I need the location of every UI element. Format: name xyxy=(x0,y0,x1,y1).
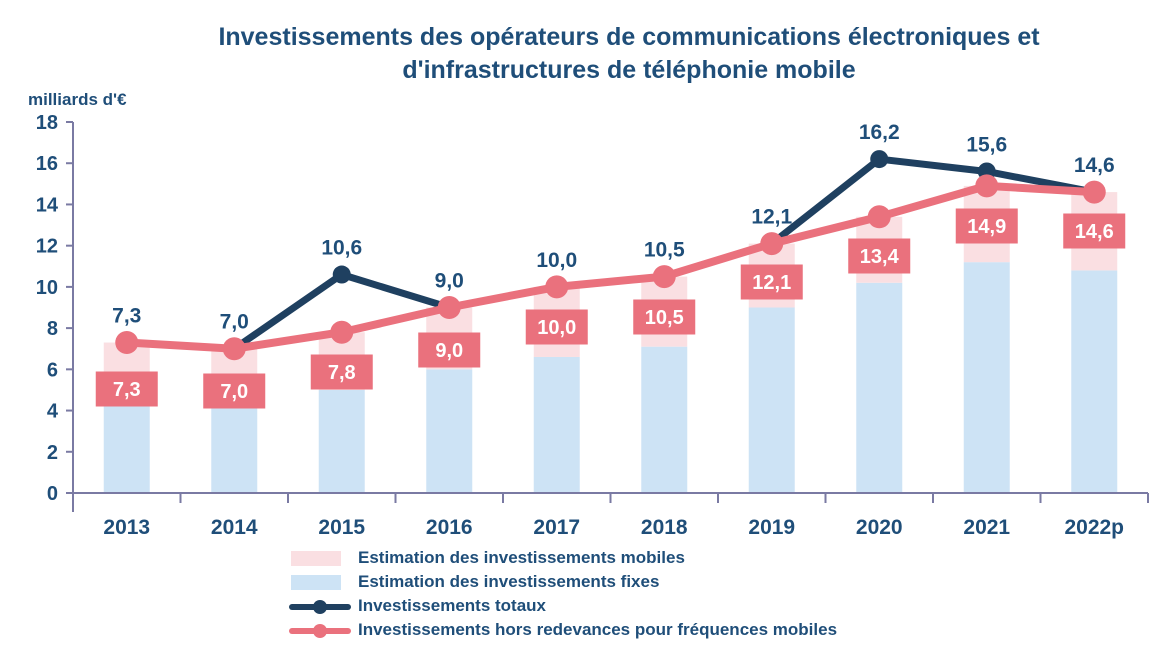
chart-title: Investissements des opérateurs de commun… xyxy=(218,23,1040,84)
bar-value-box-2013 xyxy=(95,371,158,407)
hors-redevances-marker-2014 xyxy=(222,337,246,361)
x-category-label-2022p: 2022p xyxy=(1064,516,1124,539)
legend-label-0: Estimation des investissements mobiles xyxy=(358,548,685,567)
hors-redevances-marker-2020 xyxy=(867,205,891,229)
bar-value-box-2017 xyxy=(525,309,588,345)
legend-item-3: Investissements hors redevances pour fré… xyxy=(289,620,837,640)
x-category-label-2013: 2013 xyxy=(103,516,150,539)
hors-redevances-marker-2015 xyxy=(330,320,354,344)
hors-redevances-marker-2017 xyxy=(545,275,569,299)
bar-value-box-2016 xyxy=(418,332,481,368)
legend-line-icon-2 xyxy=(289,598,351,615)
y-tick-label-8: 8 xyxy=(47,318,58,340)
total-value-label-2013: 7,3 xyxy=(112,305,141,328)
x-category-label-2015: 2015 xyxy=(318,516,365,539)
y-tick-label-14: 14 xyxy=(36,194,59,216)
x-category-label-2018: 2018 xyxy=(641,516,688,539)
bar-fixed-2014 xyxy=(211,406,258,493)
y-axis-unit-label: milliards d'€ xyxy=(28,90,127,109)
y-tick-label-10: 10 xyxy=(36,277,58,299)
hors-redevances-value-label-2022p: 14,6 xyxy=(1075,221,1114,243)
y-tick-label-6: 6 xyxy=(47,359,58,381)
bar-fixed-2017 xyxy=(533,356,580,493)
bar-value-box-2014 xyxy=(203,373,266,409)
x-category-label-2017: 2017 xyxy=(533,516,580,539)
total-value-label-2014: 7,0 xyxy=(220,311,249,334)
hors-redevances-marker-2022p xyxy=(1082,180,1106,204)
hors-redevances-value-label-2018: 10,5 xyxy=(645,307,684,329)
hors-redevances-value-label-2013: 7,3 xyxy=(113,379,141,401)
y-tick-label-0: 0 xyxy=(47,483,58,505)
bar-fixed-2019 xyxy=(748,307,795,493)
chart-legend: Estimation des investissements mobiles Es… xyxy=(289,548,837,640)
x-category-label-2021: 2021 xyxy=(963,516,1010,539)
legend-swatch-icon-0 xyxy=(289,550,351,567)
bar-fixed-2018 xyxy=(641,346,688,493)
y-tick-label-18: 18 xyxy=(36,112,58,134)
hors-redevances-marker-2016 xyxy=(437,296,461,319)
hors-redevances-value-label-2014: 7,0 xyxy=(220,381,248,403)
bar-value-box-2015 xyxy=(310,354,373,390)
hors-redevances-value-label-2020: 13,4 xyxy=(860,246,900,268)
hors-redevances-value-label-2017: 10,0 xyxy=(537,317,576,339)
hors-redevances-marker-2013 xyxy=(115,331,139,355)
hors-redevances-marker-2021 xyxy=(975,174,999,198)
legend-label-3: Investissements hors redevances pour fré… xyxy=(358,620,838,639)
bar-fixed-2020 xyxy=(856,282,903,493)
total-marker-2015 xyxy=(332,265,351,284)
y-tick-label-16: 16 xyxy=(36,153,58,175)
legend-item-1: Estimation des investissements fixes xyxy=(289,572,837,592)
hors-redevances-line xyxy=(122,181,1099,353)
total-value-label-2016: 9,0 xyxy=(435,270,464,293)
hors-redevances-value-label-2015: 7,8 xyxy=(328,362,356,384)
bar-fixed-2013 xyxy=(103,404,150,493)
bar-fixed-2016 xyxy=(426,369,473,493)
bar-fixed-2022p xyxy=(1071,270,1118,493)
total-value-label-2015: 10,6 xyxy=(321,237,362,260)
total-value-label-2022p: 14,6 xyxy=(1074,154,1115,177)
total-value-label-2020: 16,2 xyxy=(859,121,900,144)
bar-value-box-2018 xyxy=(633,299,696,335)
bar-value-box-2020 xyxy=(848,238,911,274)
legend-line-dot xyxy=(313,599,327,614)
total-marker-2020 xyxy=(870,150,889,169)
total-value-label-2018: 10,5 xyxy=(644,239,685,262)
hors-redevances-marker-2019 xyxy=(760,232,784,256)
total-value-label-2021: 15,6 xyxy=(966,133,1007,156)
hors-redevances-value-label-2016: 9,0 xyxy=(435,340,463,362)
total-line xyxy=(123,155,1098,353)
bar-fixed-2021 xyxy=(963,262,1010,493)
legend-label-2: Investissements totaux xyxy=(358,596,547,615)
y-tick-label-4: 4 xyxy=(47,401,59,423)
bar-value-box-2022p xyxy=(1063,213,1126,249)
legend-color-rect xyxy=(291,550,341,566)
x-category-label-2020: 2020 xyxy=(856,516,903,539)
total-value-label-2019: 12,1 xyxy=(751,206,792,229)
x-category-label-2014: 2014 xyxy=(211,516,258,539)
hors-redevances-marker-2018 xyxy=(652,265,676,289)
y-tick-label-12: 12 xyxy=(36,236,58,258)
bar-fixed-2015 xyxy=(318,389,365,493)
legend-line-icon-3 xyxy=(289,622,351,639)
bar-value-box-2021 xyxy=(955,208,1018,244)
legend-color-rect xyxy=(291,574,341,590)
y-tick-label-2: 2 xyxy=(47,442,58,464)
hors-redevances-value-label-2019: 12,1 xyxy=(752,272,791,294)
total-value-label-2017: 10,0 xyxy=(536,249,577,272)
legend-line-dot xyxy=(313,623,327,638)
legend-item-0: Estimation des investissements mobiles xyxy=(289,548,837,568)
legend-swatch-icon-1 xyxy=(289,574,351,591)
x-category-label-2016: 2016 xyxy=(426,516,473,539)
x-category-label-2019: 2019 xyxy=(748,516,795,539)
legend-item-2: Investissements totaux xyxy=(289,596,837,616)
legend-label-1: Estimation des investissements fixes xyxy=(358,572,660,591)
hors-redevances-value-label-2021: 14,9 xyxy=(967,216,1006,238)
bar-value-box-2019 xyxy=(740,264,803,300)
